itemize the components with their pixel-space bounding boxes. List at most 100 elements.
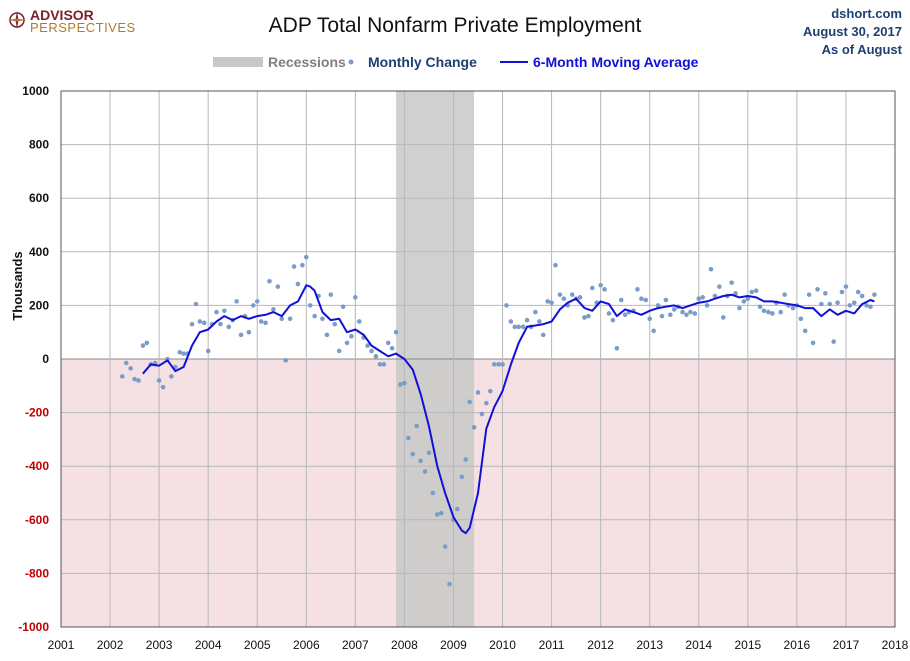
- monthly-change-point: [442, 544, 448, 549]
- monthly-change-point: [847, 303, 853, 308]
- monthly-change-point: [271, 307, 276, 312]
- monthly-change-point: [251, 303, 256, 308]
- monthly-change-point: [169, 374, 174, 379]
- source-site: dshort.com: [831, 6, 902, 21]
- x-tick-label: 2016: [784, 638, 811, 652]
- x-tick-label: 2005: [244, 638, 271, 652]
- monthly-change-point: [598, 283, 603, 288]
- monthly-change-point: [753, 288, 759, 293]
- monthly-change-point: [545, 299, 550, 304]
- monthly-change-point: [512, 324, 518, 330]
- legend-ma: 6-Month Moving Average: [533, 54, 699, 70]
- monthly-change-point: [275, 284, 281, 289]
- monthly-change-point: [806, 292, 812, 297]
- source-date: August 30, 2017: [803, 24, 902, 39]
- x-tick-label: 2009: [440, 638, 467, 652]
- x-tick-label: 2013: [636, 638, 663, 652]
- monthly-change-point: [827, 301, 833, 307]
- monthly-change-point: [798, 316, 804, 322]
- monthly-change-point: [487, 388, 493, 394]
- legend: Recessions Monthly Change 6-Month Moving…: [213, 54, 699, 70]
- advisor-perspectives-logo: ADVISOR PERSPECTIVES: [8, 7, 135, 35]
- monthly-change-point: [475, 390, 481, 395]
- monthly-change-point: [782, 292, 787, 297]
- monthly-change-point: [766, 309, 771, 315]
- monthly-change-point: [680, 309, 685, 315]
- y-tick-label: -200: [25, 406, 49, 420]
- monthly-change-point: [303, 254, 309, 260]
- monthly-change-point: [263, 320, 268, 326]
- monthly-change-point: [831, 339, 836, 344]
- monthly-change-point: [226, 324, 232, 330]
- x-tick-label: 2004: [195, 638, 222, 652]
- monthly-change-point: [659, 313, 665, 319]
- monthly-change-point: [238, 332, 244, 338]
- monthly-change-point: [463, 457, 469, 462]
- monthly-change-point: [864, 303, 869, 308]
- monthly-change-point: [606, 311, 612, 316]
- monthly-change-point: [214, 309, 219, 315]
- monthly-change-point: [757, 304, 763, 310]
- monthly-change-point: [140, 343, 146, 348]
- monthly-change-point: [684, 312, 689, 318]
- monthly-change-point: [700, 295, 705, 300]
- x-tick-label: 2012: [587, 638, 614, 652]
- y-tick-label: -800: [25, 566, 49, 580]
- monthly-change-point: [504, 303, 509, 308]
- monthly-change-point: [132, 376, 137, 382]
- monthly-change-point: [258, 319, 264, 324]
- monthly-change-point: [369, 348, 374, 354]
- compass-icon: [8, 11, 26, 29]
- monthly-change-point: [561, 296, 567, 302]
- monthly-change-point: [500, 362, 505, 367]
- monthly-change-point: [639, 296, 644, 302]
- monthly-change-point: [332, 321, 338, 327]
- monthly-change-point: [737, 305, 742, 311]
- monthly-change-point: [610, 317, 616, 323]
- monthly-change-point: [549, 300, 554, 306]
- y-tick-label: 600: [29, 191, 49, 205]
- monthly-change-point: [123, 360, 129, 366]
- monthly-change-point: [778, 309, 783, 315]
- y-tick-label: 400: [29, 245, 49, 259]
- x-tick-label: 2010: [489, 638, 516, 652]
- monthly-change-point: [447, 581, 452, 587]
- monthly-change-point: [307, 303, 313, 308]
- legend-recessions: Recessions: [268, 54, 346, 70]
- x-tick-label: 2003: [146, 638, 173, 652]
- monthly-change-point: [651, 328, 656, 334]
- monthly-change-point: [868, 304, 873, 310]
- monthly-change-point: [569, 292, 575, 297]
- monthly-change-point: [815, 287, 820, 292]
- monthly-change-point: [859, 293, 865, 299]
- monthly-change-point: [393, 329, 399, 335]
- monthly-change-point: [577, 295, 583, 300]
- monthly-change-point: [324, 332, 330, 338]
- monthly-change-point: [602, 287, 607, 292]
- monthly-change-point: [622, 312, 628, 318]
- monthly-change-point: [398, 382, 403, 387]
- monthly-change-point: [540, 332, 546, 338]
- monthly-change-point: [802, 328, 808, 334]
- monthly-change-point: [733, 291, 738, 296]
- monthly-change-point: [749, 289, 755, 295]
- source-asof: As of August: [822, 42, 903, 57]
- monthly-change-point: [647, 316, 653, 322]
- x-tick-label: 2011: [539, 638, 565, 652]
- monthly-change-point: [524, 317, 530, 323]
- monthly-change-point: [189, 321, 195, 327]
- monthly-change-point: [365, 343, 370, 348]
- monthly-change-point: [381, 362, 387, 367]
- monthly-change-point: [553, 262, 558, 268]
- monthly-change-point: [205, 348, 211, 354]
- monthly-change-point: [843, 284, 849, 289]
- monthly-change-point: [201, 320, 207, 326]
- monthly-change-point: [692, 311, 698, 316]
- monthly-change-point: [712, 293, 718, 299]
- monthly-change-point: [295, 281, 301, 287]
- monthly-change-point: [810, 340, 816, 346]
- monthly-change-point: [618, 297, 624, 303]
- monthly-change-point: [533, 309, 538, 315]
- monthly-change-point: [663, 297, 669, 303]
